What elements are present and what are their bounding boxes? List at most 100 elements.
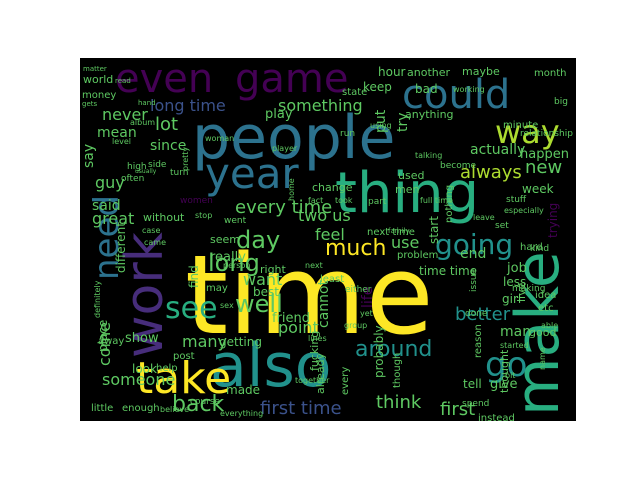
cloud-word-used: used (398, 169, 424, 182)
cloud-word-came: came (144, 238, 166, 247)
cloud-word-little: little (91, 403, 113, 414)
cloud-word-hour: hour (378, 65, 406, 79)
cloud-word-every: every (340, 367, 351, 395)
cloud-word-someone: someone (102, 370, 175, 389)
cloud-word-always: always (460, 162, 522, 183)
cloud-word-full-time: full time (420, 196, 453, 205)
cloud-word-want: want (243, 270, 282, 289)
cloud-word-hand: hand (138, 99, 156, 107)
cloud-word-stop: stop (195, 211, 212, 220)
cloud-word-take: take (136, 353, 231, 404)
cloud-word-getting: getting (219, 335, 262, 349)
cloud-word-gets: gets (82, 100, 97, 108)
cloud-word-level: level (112, 137, 131, 146)
cloud-word-went: went (224, 216, 247, 226)
cloud-word-day: day (236, 226, 280, 254)
cloud-word-person: person (223, 261, 250, 270)
cloud-word-different: different (114, 222, 128, 273)
cloud-word-pretty: pretty (181, 147, 190, 171)
cloud-word-trying: trying (546, 203, 560, 238)
cloud-word-way: way (495, 113, 560, 151)
word-cloud: time people also make thing work take even game c… (80, 58, 576, 421)
cloud-word-good: good (529, 326, 556, 339)
cloud-word-lines: lines (308, 334, 327, 343)
cloud-word-back: back (172, 392, 225, 417)
cloud-word-actually: actually (470, 142, 525, 158)
cloud-word-run: run (340, 129, 355, 139)
cloud-word-sex: sex (220, 301, 234, 310)
cloud-word-hard: hard (520, 242, 543, 253)
cloud-word-fucking: fucking (308, 331, 321, 371)
cloud-word-state: state (342, 87, 367, 98)
cloud-word-either: either (345, 285, 372, 295)
cloud-word-seem: seem (210, 233, 240, 246)
cloud-word-need: need (87, 195, 127, 280)
cloud-word-see: see (165, 291, 218, 326)
cloud-word-though: though (392, 353, 403, 388)
cloud-word-idea: idea (535, 290, 556, 301)
cloud-word-play: play (265, 107, 293, 122)
cloud-word-probably: probably (372, 325, 386, 378)
cloud-word-start: start (427, 216, 441, 244)
cloud-word-world: world (83, 73, 113, 86)
cloud-word-great: great (92, 209, 134, 228)
cloud-word-many: many (182, 332, 227, 351)
cloud-word-spend: spend (462, 399, 489, 409)
cloud-word-women: women (180, 196, 213, 206)
cloud-word-put: put (373, 109, 389, 133)
cloud-word-something: something (278, 96, 363, 115)
cloud-word-show: show (125, 331, 159, 346)
cloud-word-game: game (235, 58, 348, 102)
cloud-word-talking: talking (415, 151, 442, 160)
cloud-word-woman: woman (205, 134, 234, 143)
cloud-word-fact: fact (308, 196, 323, 205)
cloud-word-place: place (96, 320, 110, 352)
cloud-word-already: already (314, 352, 327, 394)
cloud-word-never: never (102, 105, 148, 124)
cloud-word-right: right (260, 263, 287, 276)
cloud-word-took: took (335, 196, 353, 205)
cloud-word-two-us: two us (298, 206, 351, 225)
cloud-word-make: make (503, 251, 573, 416)
cloud-word-life: life (360, 287, 376, 308)
cloud-word-without: without (143, 211, 185, 224)
cloud-word-side: side (148, 160, 167, 170)
cloud-word-girl: girl (502, 292, 521, 306)
cloud-word-issue: issue (469, 268, 479, 292)
cloud-word-making: making (512, 284, 545, 294)
cloud-word-point: point (278, 318, 319, 337)
cloud-word-lot: lot (155, 114, 178, 135)
cloud-word-could: could (402, 72, 510, 118)
cloud-word-thing: thing (335, 161, 479, 226)
cloud-word-find: find (187, 265, 201, 288)
cloud-word-much: much (325, 236, 386, 261)
cloud-word-keep: keep (363, 80, 392, 94)
cloud-word-nothing: nothing (444, 185, 455, 223)
cloud-word-may: may (206, 283, 228, 294)
cloud-word-end: end (460, 246, 486, 262)
cloud-word-really: really (210, 250, 246, 265)
cloud-word-big: big (554, 97, 568, 107)
cloud-word-able: able (541, 321, 558, 330)
cloud-word-definitely: definitely (93, 280, 102, 318)
cloud-word-first-time: first time (260, 398, 342, 419)
cloud-word-bad: bad (415, 82, 438, 96)
cloud-word-relationship: relationship (520, 129, 573, 139)
cloud-word-turn: turn (170, 168, 188, 178)
cloud-word-come: come (95, 322, 114, 366)
cloud-word-give: give (490, 377, 518, 392)
cloud-word-use: use (391, 233, 419, 252)
cloud-word-well: well (235, 290, 283, 318)
cloud-word-minute: minute (503, 120, 538, 131)
cloud-word-working: working (453, 85, 485, 94)
cloud-word-guy: guy (95, 173, 125, 192)
cloud-word-go: go (485, 345, 527, 385)
cloud-word-reason: reason (473, 324, 484, 358)
cloud-word-time-time: time time (419, 264, 477, 278)
cloud-word-high: high (127, 162, 147, 172)
cloud-word-enough: enough (122, 403, 160, 414)
cloud-word-year: year (205, 149, 299, 198)
cloud-word-less: less (503, 275, 526, 289)
cloud-word-tell: tell (463, 377, 482, 391)
